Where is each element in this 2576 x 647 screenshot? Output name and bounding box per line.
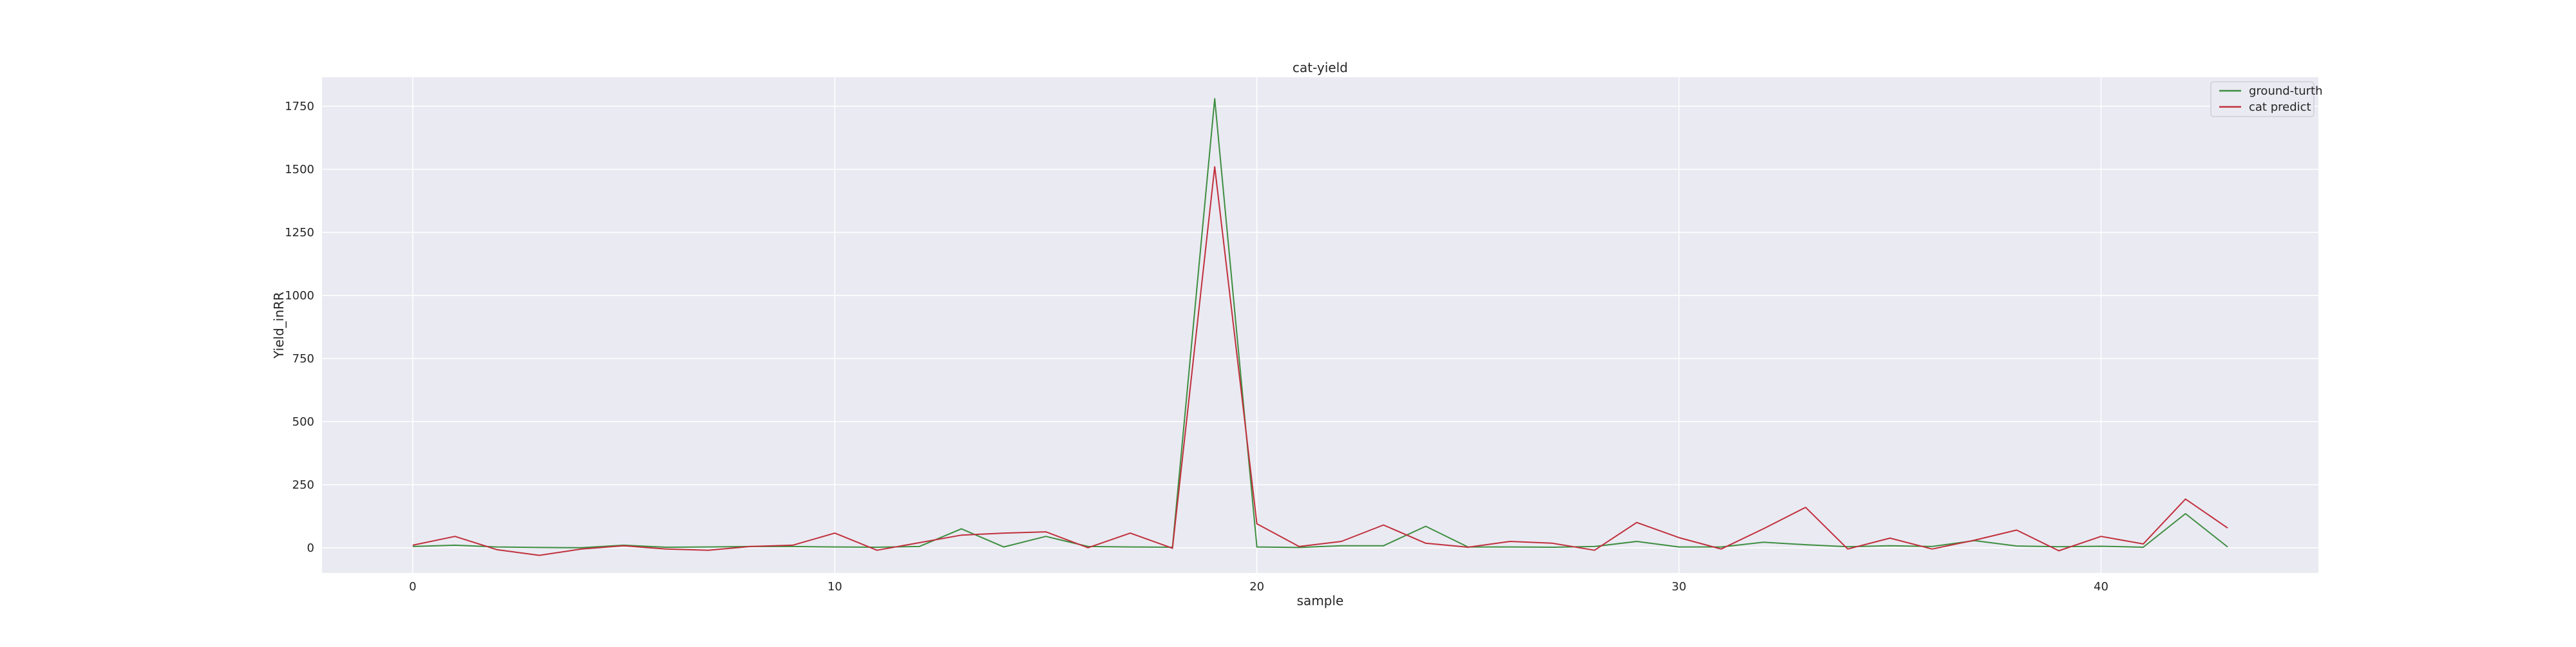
x-tick-label: 30	[1672, 580, 1687, 594]
series-line-cat-predict	[412, 166, 2228, 556]
y-tick-label: 1500	[285, 163, 314, 176]
y-tick-label: 500	[292, 415, 314, 429]
y-tick-label: 1250	[285, 226, 314, 239]
plot-background	[322, 77, 2318, 573]
y-axis-label: Yield_inRR	[271, 292, 287, 359]
x-tick-label: 10	[828, 580, 842, 594]
legend-label-cat-predict: cat predict	[2249, 100, 2311, 114]
y-tick-labels: 0 250 500 750 1000 1250 1500 1750	[285, 100, 314, 555]
y-tick-label: 750	[292, 352, 314, 366]
legend: ground-turth cat predict	[2210, 81, 2323, 117]
x-tick-labels: 0 10 20 30 40	[409, 580, 2108, 594]
y-tick-label: 250	[292, 478, 314, 492]
x-tick-label: 20	[1249, 580, 1264, 594]
series-line-ground-turth	[412, 98, 2228, 549]
chart-title: cat-yield	[1293, 60, 1348, 75]
y-tick-label: 1000	[285, 289, 314, 303]
y-tick-label: 0	[307, 541, 314, 555]
grid-lines	[322, 77, 2318, 573]
x-axis-label: sample	[1297, 593, 1344, 608]
y-tick-label: 1750	[285, 100, 314, 113]
x-tick-label: 40	[2094, 580, 2108, 594]
series-lines	[412, 98, 2228, 556]
legend-label-ground-turth: ground-turth	[2249, 84, 2323, 98]
x-tick-label: 0	[409, 580, 416, 594]
